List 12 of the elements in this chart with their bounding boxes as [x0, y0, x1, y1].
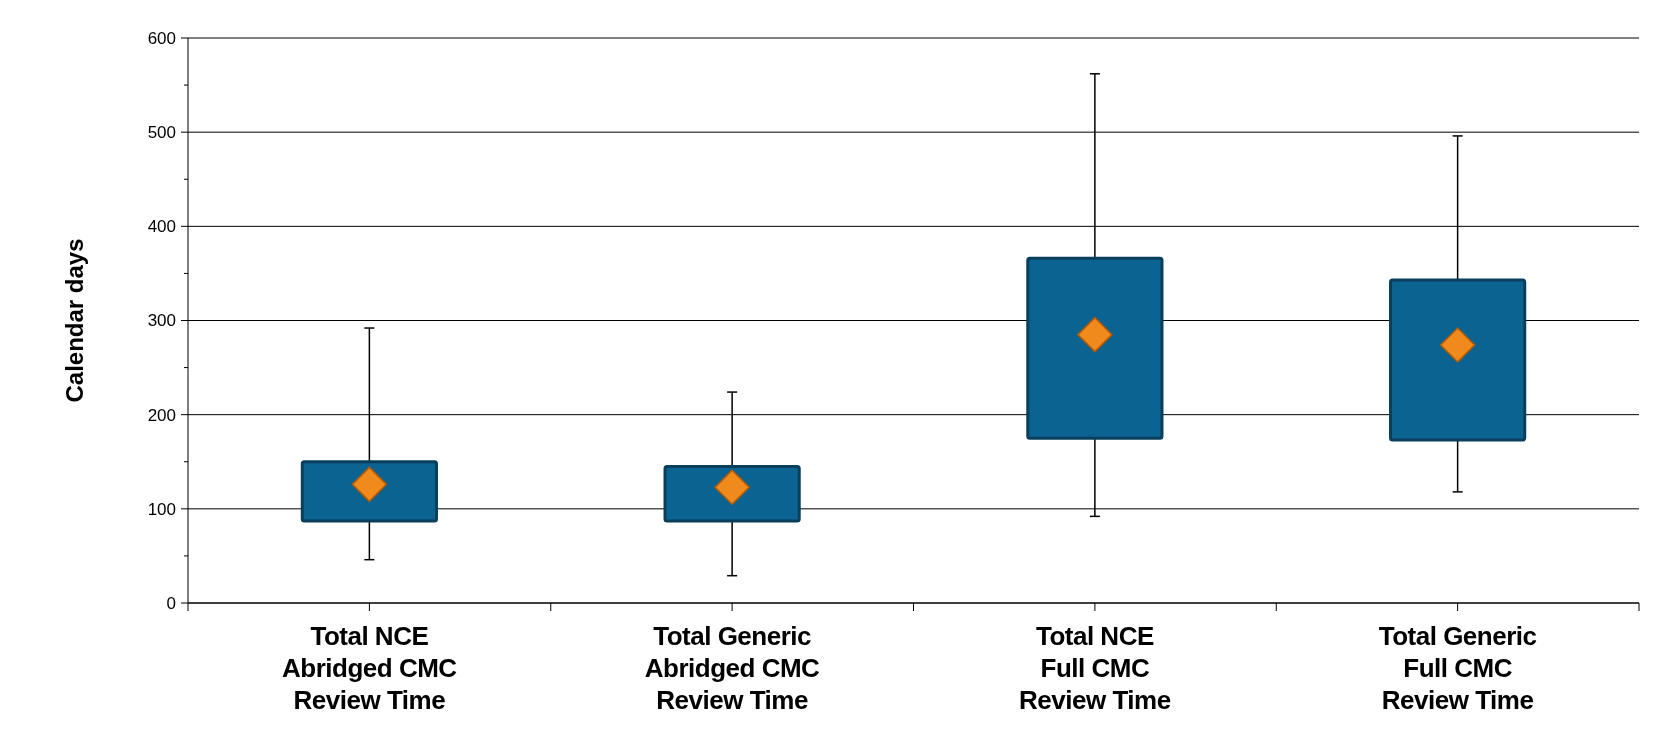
x-tick-label: Total Generic Full CMC Review Time	[1378, 621, 1537, 715]
y-tick-label: 100	[147, 499, 176, 519]
y-tick-label: 500	[147, 123, 176, 143]
x-tick-label: Total NCE Full CMC Review Time	[1019, 621, 1171, 715]
y-tick-label: 0	[166, 593, 176, 613]
x-tick-label: Total Generic Abridged CMC Review Time	[644, 621, 821, 715]
y-tick-label: 400	[147, 217, 176, 237]
x-tick-label: Total NCE Abridged CMC Review Time	[282, 621, 458, 715]
y-tick-label: 600	[147, 28, 176, 48]
y-axis-title: Calendar days	[61, 238, 88, 403]
y-tick-label: 300	[147, 311, 176, 331]
y-tick-label: 200	[147, 405, 176, 425]
